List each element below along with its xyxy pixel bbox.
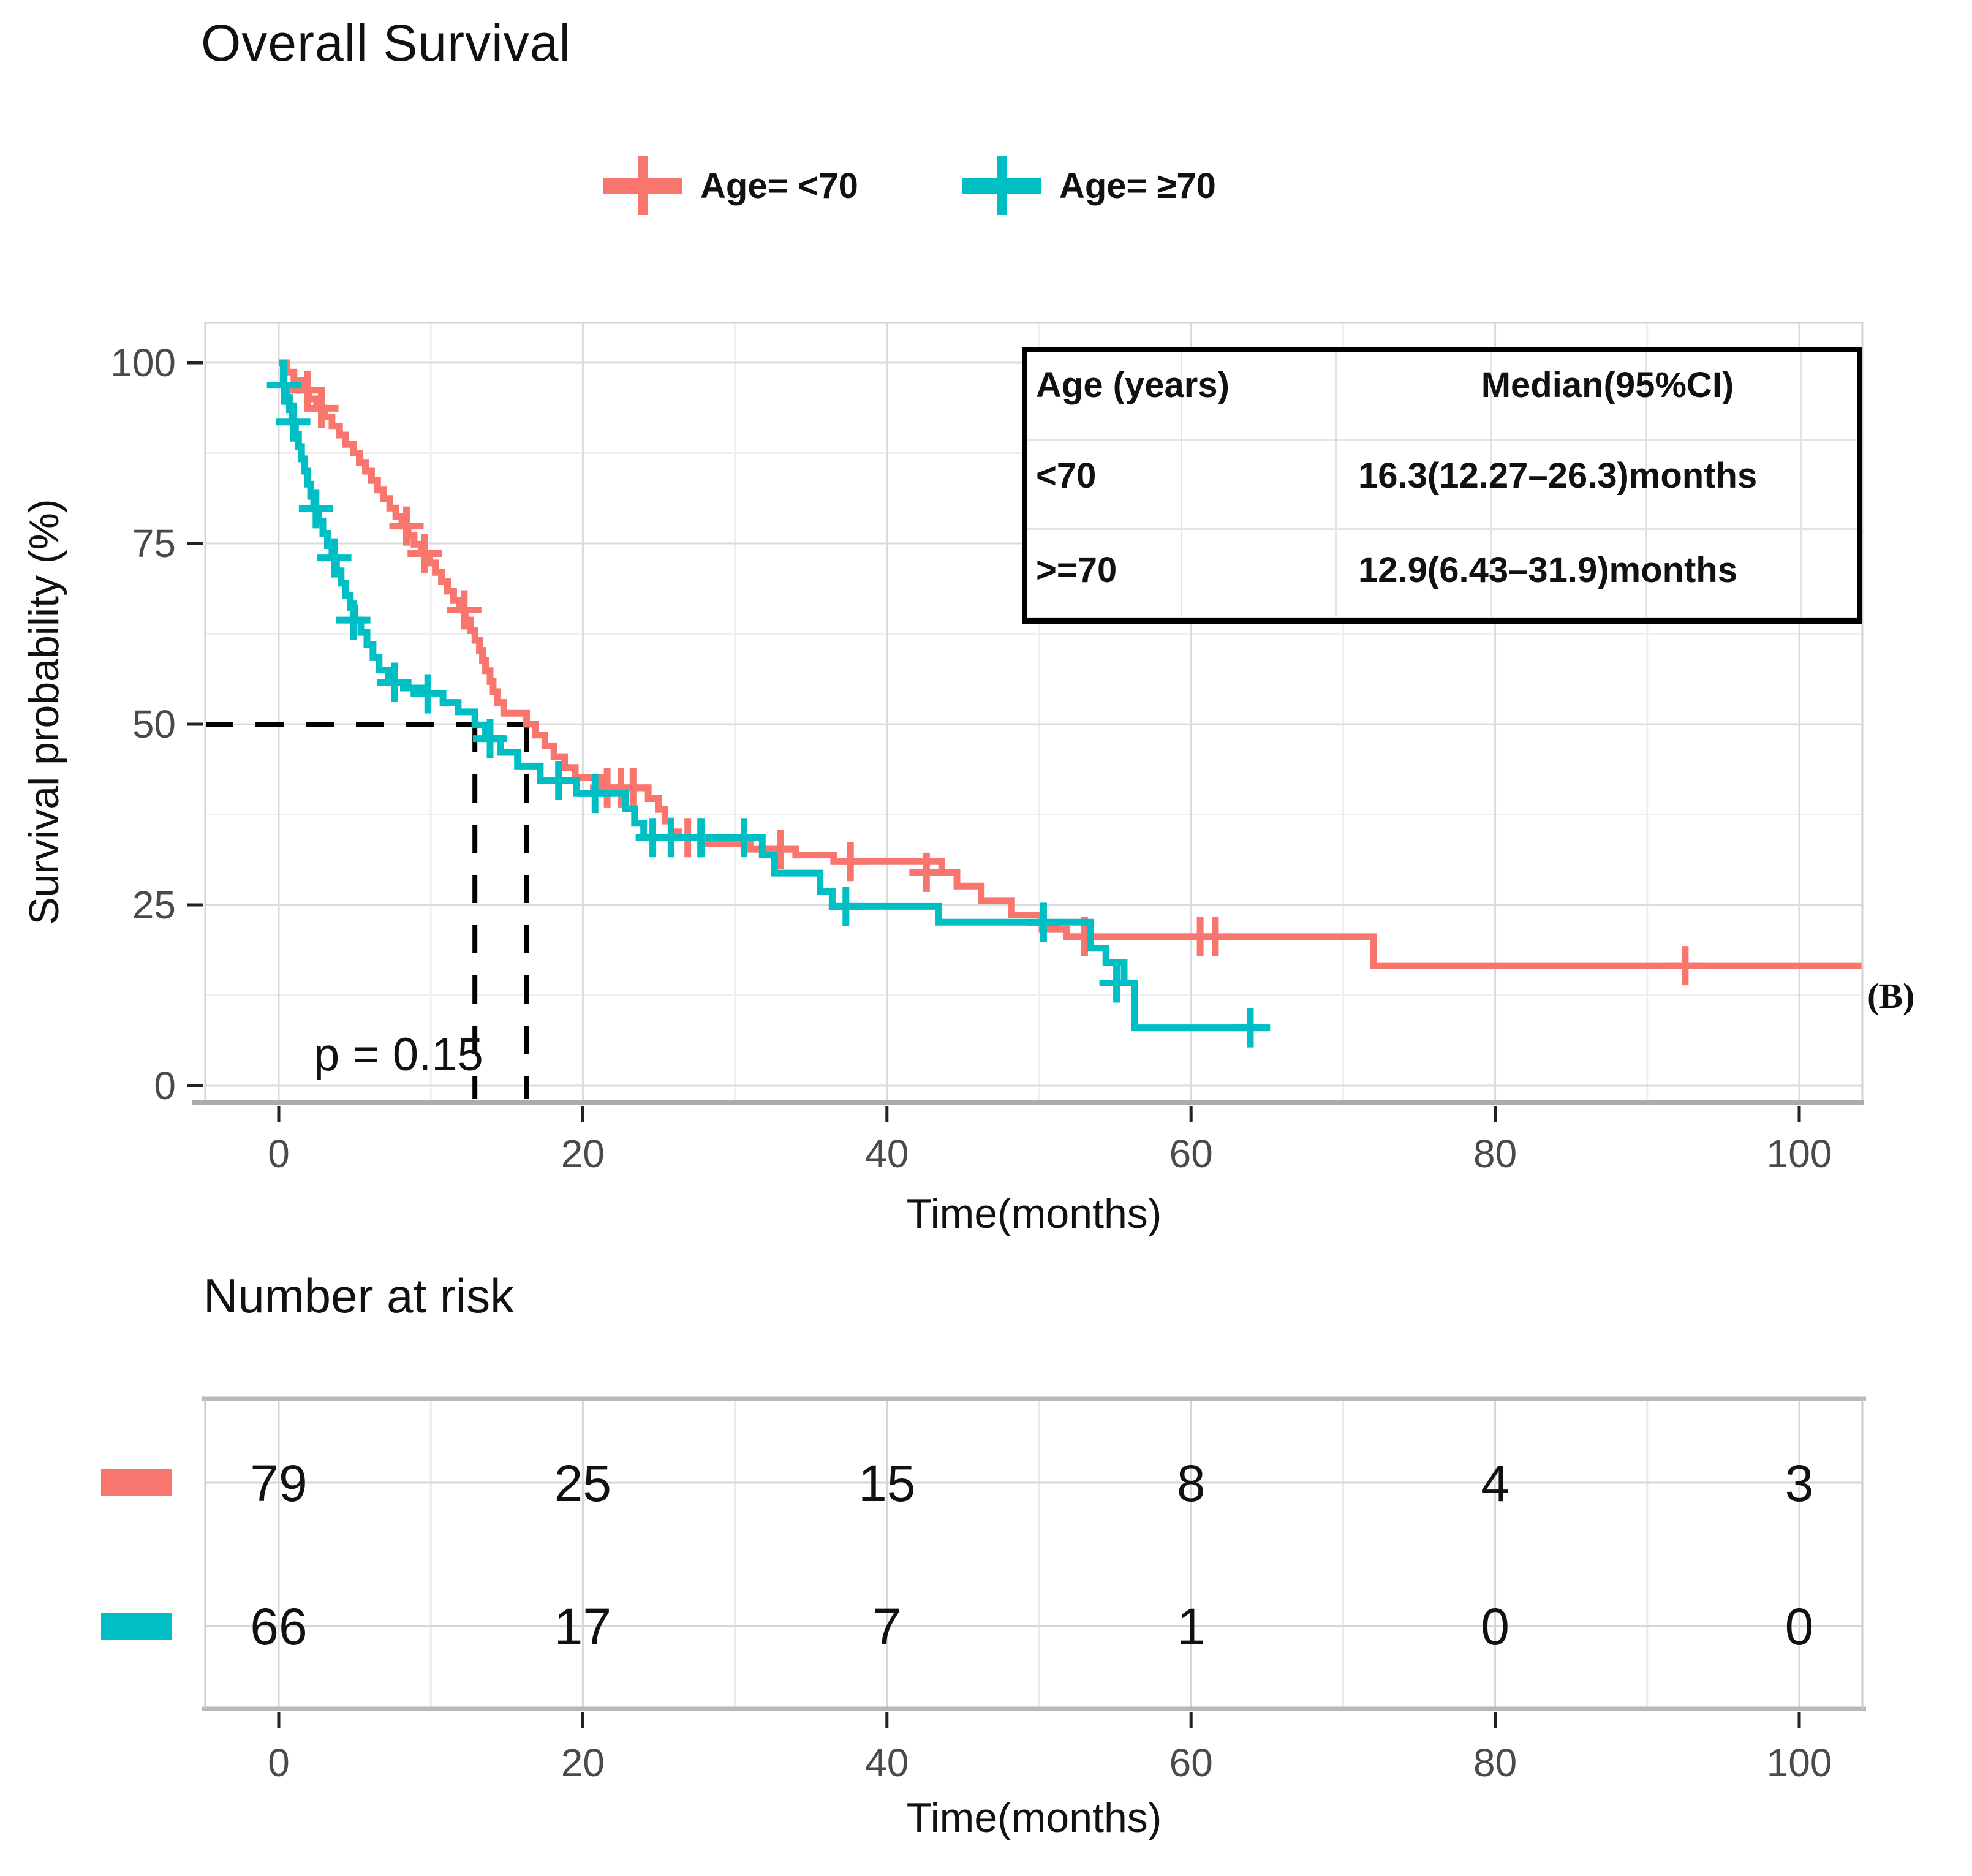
- risk-count: 79: [250, 1454, 307, 1512]
- km-curve-age-ge70: [266, 359, 1271, 1048]
- risk-count: 25: [554, 1454, 611, 1512]
- censor-plus-icon: [603, 156, 682, 215]
- risk-count: 66: [250, 1598, 307, 1655]
- x-tick-label: 100: [1767, 1132, 1832, 1176]
- risk-count: 3: [1785, 1454, 1814, 1512]
- risk-x-tick-label: 100: [1767, 1741, 1832, 1785]
- x-tick-label: 0: [268, 1132, 290, 1176]
- risk-table-title: Number at risk: [203, 1269, 515, 1323]
- y-tick-label: 75: [132, 521, 176, 565]
- risk-table-x-axis-title: Time(months): [906, 1795, 1162, 1841]
- risk-axis-ticks-and-labels: 0 20 40 60 80 100: [268, 1712, 1832, 1785]
- p-value-annotation: p = 0.15: [314, 1029, 483, 1081]
- risk-x-tick-label: 40: [865, 1741, 909, 1785]
- risk-count: 15: [858, 1454, 915, 1512]
- page-title: Overall Survival: [201, 14, 572, 72]
- risk-x-tick-label: 0: [268, 1741, 290, 1785]
- legend-item-age-lt70: Age= <70: [603, 156, 858, 215]
- inset-table-median-cell: 16.3(12.27–26.3)months: [1358, 456, 1758, 496]
- risk-x-tick-label: 60: [1169, 1741, 1213, 1785]
- risk-row-swatch: [101, 1613, 172, 1640]
- inset-table-group-cell: <70: [1036, 456, 1097, 496]
- y-tick-label: 100: [110, 341, 176, 385]
- y-axis-title: Survival probability (%): [21, 499, 67, 925]
- inset-table-row: >=70 12.9(6.43–31.9)months: [1027, 550, 1857, 591]
- risk-count: 17: [554, 1598, 611, 1655]
- y-tick-label: 50: [132, 702, 176, 746]
- risk-count: 8: [1177, 1454, 1206, 1512]
- y-tick-label: 25: [132, 883, 176, 927]
- x-tick-label: 20: [561, 1132, 605, 1176]
- legend: Age= <70 Age= ≥70: [603, 156, 1216, 215]
- x-tick-label: 40: [865, 1132, 909, 1176]
- inset-table-row: <70 16.3(12.27–26.3)months: [1027, 455, 1857, 496]
- risk-row-counts: 79 25 15 8 4 3: [250, 1454, 1813, 1512]
- axis-ticks-and-labels: 0 20 40 60 80 100 0 25 50 75 100: [110, 341, 1832, 1176]
- x-tick-label: 60: [1169, 1132, 1213, 1176]
- legend-label: Age= ≥70: [1059, 165, 1216, 206]
- legend-item-age-ge70: Age= ≥70: [962, 156, 1216, 215]
- censor-marks: [266, 365, 1267, 1048]
- median-survival-inset-table: Age (years) Median(95%CI) <70 16.3(12.27…: [1022, 347, 1862, 624]
- inset-table-header-median: Median(95%CI): [1481, 365, 1734, 405]
- risk-count: 4: [1481, 1454, 1509, 1512]
- risk-row-counts: 66 17 7 1 0 0: [250, 1598, 1813, 1655]
- risk-x-tick-label: 20: [561, 1741, 605, 1785]
- inset-table-group-cell: >=70: [1036, 550, 1117, 590]
- risk-x-tick-label: 80: [1473, 1741, 1517, 1785]
- censor-plus-icon: [962, 156, 1041, 215]
- y-tick-label: 0: [154, 1064, 176, 1108]
- inset-table-header-group: Age (years): [1036, 365, 1230, 405]
- inset-table-median-cell: 12.9(6.43–31.9)months: [1358, 550, 1737, 590]
- risk-count: 0: [1785, 1598, 1814, 1655]
- risk-count: 7: [872, 1598, 901, 1655]
- inset-table-header-row: Age (years) Median(95%CI): [1027, 365, 1857, 406]
- figure-panel-letter: (B): [1867, 976, 1915, 1016]
- risk-row-swatch: [101, 1469, 172, 1496]
- risk-count: 0: [1481, 1598, 1509, 1655]
- legend-label: Age= <70: [700, 165, 858, 206]
- x-tick-label: 80: [1473, 1132, 1517, 1176]
- risk-table-gridlines: [205, 1399, 1862, 1709]
- risk-count: 1: [1177, 1598, 1206, 1655]
- x-axis-title: Time(months): [906, 1190, 1162, 1237]
